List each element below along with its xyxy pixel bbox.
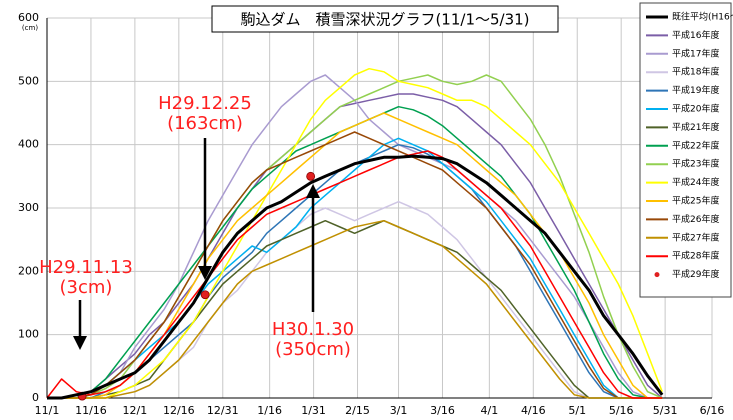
- x-tick-label: 5/16: [609, 404, 634, 417]
- y-tick-label: 400: [18, 138, 39, 151]
- x-tick-label: 1/16: [257, 404, 282, 417]
- legend-label: 平成29年度: [672, 268, 719, 280]
- annotation: (3cm): [60, 277, 113, 298]
- y-tick-label: 300: [18, 201, 39, 214]
- arrow-head: [198, 266, 212, 280]
- arrow-head: [306, 184, 320, 198]
- series-line: [47, 93, 663, 399]
- legend-label: 既往平均(H16〜): [672, 11, 733, 23]
- x-tick-label: 12/16: [163, 404, 195, 417]
- annotation: H29.11.13: [39, 257, 133, 278]
- x-tick-label: 4/16: [521, 404, 546, 417]
- series-line: [47, 67, 663, 399]
- x-tick-label: 5/1: [568, 404, 586, 417]
- x-tick-label: 12/31: [207, 404, 239, 417]
- arrow-head: [73, 336, 87, 350]
- x-tick-label: 4/1: [481, 404, 499, 417]
- x-tick-label: 1/31: [301, 404, 326, 417]
- x-tick-label: 2/15: [345, 404, 370, 417]
- annotation: H29.12.25: [158, 93, 252, 114]
- legend-label: 平成28年度: [672, 250, 719, 262]
- annotations: H29.11.13(3cm) H29.12.25(163cm) H30.1.30(3…: [39, 93, 354, 360]
- legend-label: 平成25年度: [672, 195, 719, 207]
- y-tick-label: 100: [18, 328, 39, 341]
- legend-label: 平成19年度: [672, 84, 719, 96]
- x-tick-label: 5/31: [653, 404, 678, 417]
- legend-label: 平成16年度: [672, 29, 719, 41]
- legend-label: 平成24年度: [672, 176, 719, 188]
- legend-label: 平成21年度: [672, 121, 719, 133]
- series-line: [47, 137, 663, 399]
- series-line: [47, 219, 663, 399]
- x-tick-label: 3/1: [390, 404, 408, 417]
- y-unit: (cm): [22, 24, 38, 32]
- legend-label: 平成26年度: [672, 213, 719, 225]
- legend-label: 平成17年度: [672, 47, 719, 59]
- x-tick-label: 12/1: [123, 404, 148, 417]
- annotation: H30.1.30: [272, 319, 354, 340]
- plot: [46, 67, 664, 401]
- chart-title: 駒込ダム 積雪深状況グラフ(11/1～5/31): [240, 11, 529, 29]
- y-tick-label: 600: [18, 11, 39, 24]
- legend-label: 平成18年度: [672, 66, 719, 78]
- x-tick-label: 11/1: [35, 404, 60, 417]
- series-line: [47, 131, 663, 399]
- annotation: (350cm): [275, 339, 351, 360]
- legend-swatch: [654, 272, 660, 278]
- legend: 既往平均(H16〜) 平成16年度平成17年度平成18年度平成19年度平成20年度…: [646, 11, 733, 280]
- y-tick-label: 200: [18, 264, 39, 277]
- legend-label: 平成23年度: [672, 158, 719, 170]
- series-line: [47, 154, 664, 400]
- x-tick-label: 3/16: [430, 404, 455, 417]
- legend-label: 平成27年度: [672, 231, 719, 243]
- title-box: [211, 5, 559, 33]
- legend-label: 平成22年度: [672, 139, 719, 151]
- legend-box: [639, 2, 732, 298]
- point: [200, 290, 210, 300]
- series-line: [47, 219, 663, 399]
- legend-label: 平成20年度: [672, 103, 719, 115]
- y-tick-label: 500: [18, 74, 39, 87]
- annotation: (163cm): [167, 113, 243, 134]
- x-tick-label: 6/16: [700, 404, 725, 417]
- y-tick-label: 0: [32, 391, 39, 404]
- series-line: [46, 150, 663, 399]
- point: [306, 171, 316, 181]
- x-tick-label: 11/16: [75, 404, 107, 417]
- arrows: [73, 138, 320, 350]
